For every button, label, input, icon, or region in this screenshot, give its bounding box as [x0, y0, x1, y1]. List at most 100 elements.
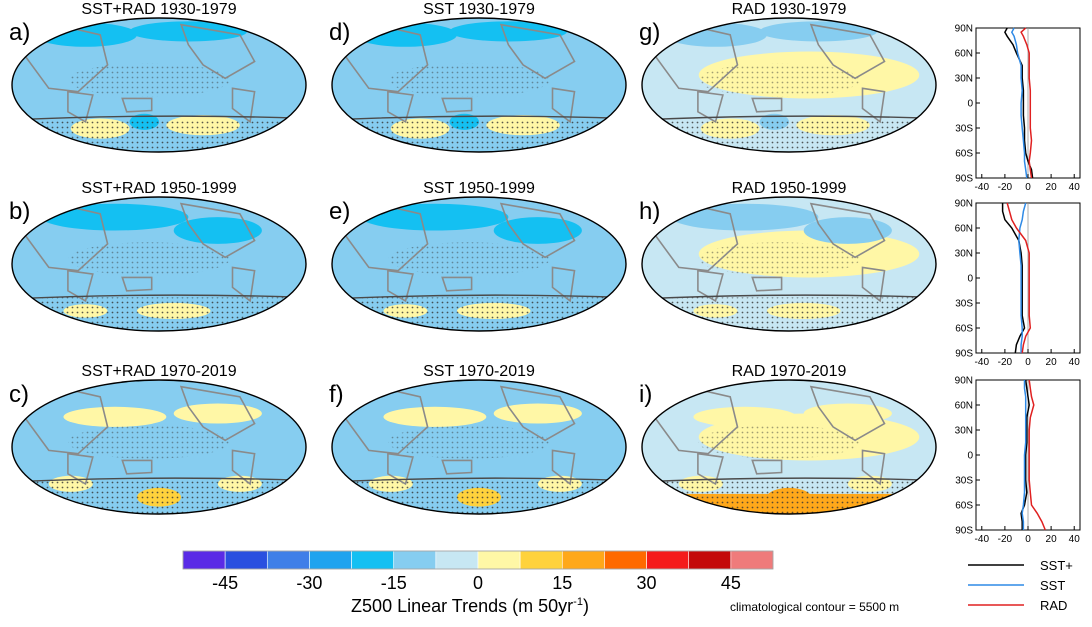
x-tick-label: -20	[998, 357, 1013, 368]
coastline	[231, 449, 256, 486]
coastline	[809, 202, 886, 259]
y-tick-label: 60S	[955, 324, 973, 335]
coastline	[441, 459, 473, 475]
panel-label: a)	[9, 19, 30, 46]
panel-label: g)	[639, 19, 660, 46]
y-tick-label: 90N	[955, 376, 973, 387]
climatology-contour	[332, 294, 626, 300]
x-tick-label: 0	[1025, 534, 1031, 545]
map-panel: SST 1970-2019 f)	[329, 363, 627, 515]
significance-stipple	[68, 242, 230, 276]
map-field	[12, 197, 306, 331]
panel-title: RAD 1950-1999	[732, 180, 847, 197]
colorbar-swatch	[477, 550, 521, 570]
colorbar-title: Z500 Linear Trends (m 50yr-1)	[351, 596, 589, 616]
x-tick-label: -40	[975, 182, 990, 193]
coastline	[809, 385, 886, 442]
anomaly-blob	[129, 21, 248, 42]
coastline	[441, 97, 473, 113]
anomaly-blob	[173, 403, 262, 424]
panel-title: RAD 1930-1979	[732, 1, 847, 18]
coastline	[67, 452, 94, 486]
colorbar-swatch	[435, 550, 479, 570]
colorbar-swatch	[266, 550, 310, 570]
panel-label: c)	[9, 381, 29, 408]
profile-line-sst	[1010, 27, 1028, 179]
coastline	[861, 87, 886, 124]
coastline	[231, 266, 256, 303]
climatology-contour	[12, 477, 306, 483]
coastline	[861, 449, 886, 486]
colorbar-swatch	[561, 550, 605, 570]
profile-line-rad	[1028, 379, 1046, 531]
map-panel: RAD 1950-1999 h)	[639, 180, 937, 332]
map-border	[331, 196, 627, 332]
x-tick-label: 40	[1069, 182, 1081, 193]
climatology-contour	[642, 294, 936, 300]
y-tick-label: 90S	[955, 174, 973, 185]
climatology-contour	[12, 294, 306, 300]
colorbar-tick-label: 45	[721, 573, 741, 593]
coastline	[387, 90, 414, 124]
y-tick-label: 60N	[955, 224, 973, 235]
colorbar-swatch	[688, 550, 732, 570]
anomaly-blob	[63, 406, 167, 427]
x-tick-label: 20	[1046, 357, 1058, 368]
map-border	[11, 196, 307, 332]
coastline	[499, 23, 576, 80]
y-tick-label: 30S	[955, 299, 973, 310]
coastline	[441, 276, 473, 292]
x-tick-label: -20	[998, 182, 1013, 193]
coastline	[551, 266, 576, 303]
colorbar-tick-label: 30	[637, 573, 657, 593]
colorbar-tick-label: -45	[212, 573, 238, 593]
colorbar-swatch	[604, 550, 647, 570]
coastline	[121, 459, 153, 475]
y-tick-label: 60S	[955, 501, 973, 512]
coastline	[751, 276, 783, 292]
panel-label: d)	[329, 19, 350, 46]
anomaly-blob	[493, 217, 582, 244]
y-tick-label: 60N	[955, 49, 973, 60]
map-field	[642, 197, 936, 331]
panel-label: e)	[329, 198, 350, 225]
coastline	[179, 23, 256, 80]
colorbar-swatch	[224, 550, 268, 570]
profile-line-sst-plus	[1004, 27, 1034, 179]
profile-panel: 90N 60N 30N 0 30S 60S 90S-40 -20 0 20 40	[955, 199, 1081, 368]
map-border	[641, 17, 937, 153]
colorbar-tick-label: -30	[296, 573, 322, 593]
colorbar-tick-label: 0	[473, 573, 483, 593]
legend-label: SST+	[1040, 558, 1073, 573]
coastline	[179, 202, 256, 259]
x-tick-label: 0	[1025, 357, 1031, 368]
anomaly-blob	[173, 217, 262, 244]
x-tick-label: 40	[1069, 357, 1081, 368]
coastline	[499, 202, 576, 259]
significance-stipple	[388, 242, 550, 276]
y-tick-label: 60N	[955, 401, 973, 412]
anomaly-blob	[449, 21, 568, 42]
anomaly-blob	[803, 217, 892, 244]
anomaly-blob	[671, 203, 819, 231]
panel-title: SST+RAD 1950-1999	[81, 180, 236, 197]
colorbar-swatch	[309, 550, 352, 570]
map-field	[332, 18, 626, 152]
map-field	[642, 380, 936, 514]
y-tick-label: 60S	[955, 149, 973, 160]
anomaly-blob	[383, 406, 487, 427]
profile-line-sst-plus	[1001, 203, 1026, 354]
significance-stipple	[698, 425, 860, 459]
profile-line-sst	[1021, 380, 1027, 530]
coastline	[387, 452, 414, 486]
significance-stipple	[68, 425, 230, 459]
map-panel: SST+RAD 1970-2019 c)	[9, 363, 307, 515]
profile-line-sst	[1018, 202, 1027, 353]
x-tick-label: 20	[1046, 534, 1058, 545]
map-panel: SST 1930-1979 d)	[329, 1, 627, 153]
map-field	[12, 18, 306, 152]
y-tick-label: 30S	[955, 476, 973, 487]
coastline	[67, 269, 94, 303]
